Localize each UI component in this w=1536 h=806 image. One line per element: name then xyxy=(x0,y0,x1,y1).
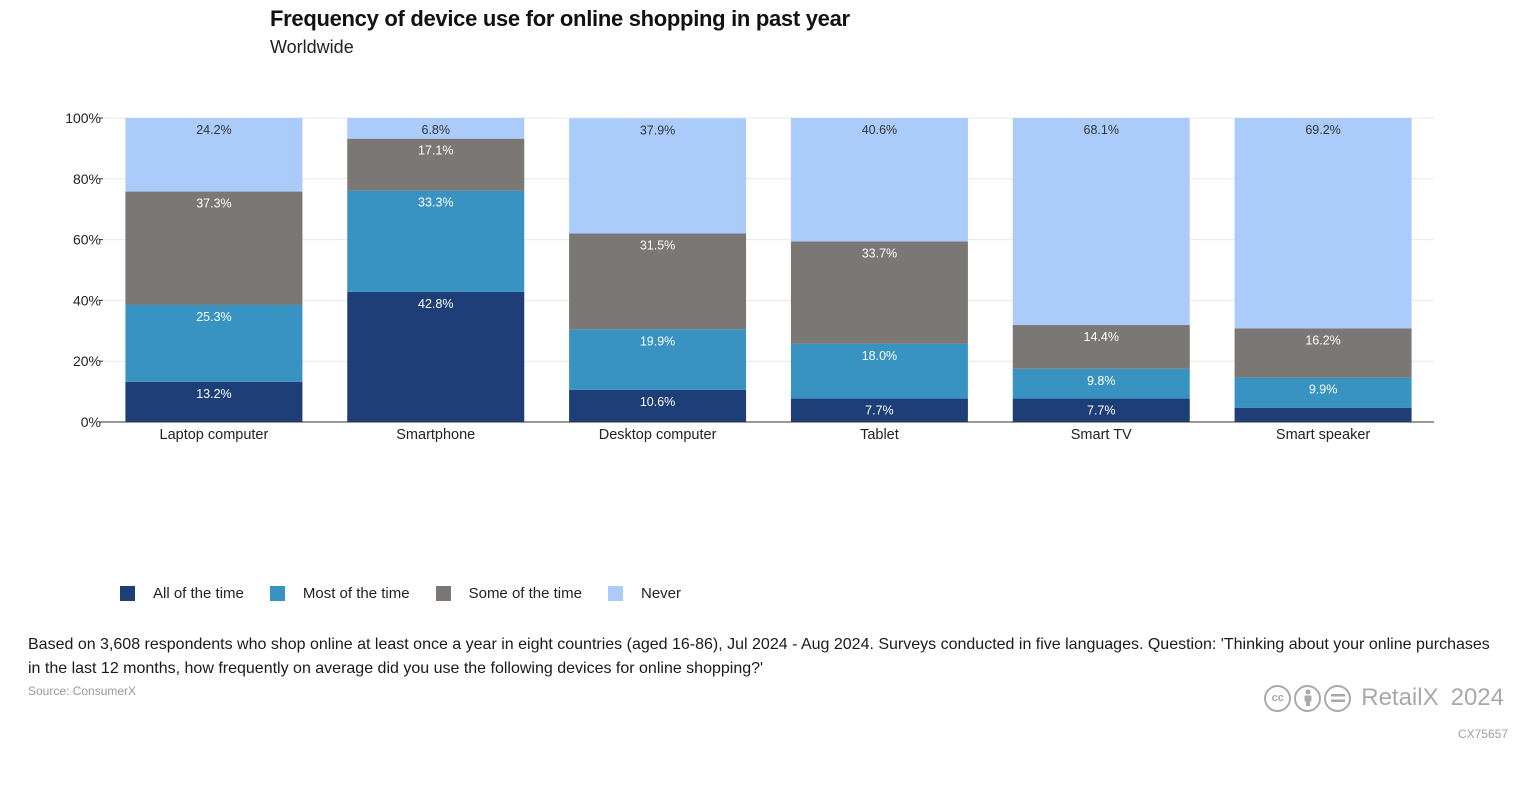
bar-segment xyxy=(569,329,747,390)
legend: All of the time Most of the time Some of… xyxy=(120,585,681,602)
data-label: 69.2% xyxy=(1305,123,1340,137)
stacked-bar-chart: 0% 20% 40% 60% 80% 100% 13.2% 25.3% 37.3% 24.2% La… xyxy=(65,110,1434,443)
legend-item-all: All of the time xyxy=(120,585,244,602)
bar-segment xyxy=(790,398,968,422)
chart-code: CX75657 xyxy=(1457,727,1508,741)
bar-segment xyxy=(1012,368,1190,399)
bar-segment xyxy=(1234,377,1412,408)
data-label: 7.7% xyxy=(865,404,894,418)
bar-segment xyxy=(790,241,968,344)
legend-swatch xyxy=(120,586,135,601)
x-tick-label: Smartphone xyxy=(396,427,475,443)
data-label: 31.5% xyxy=(640,239,675,253)
data-label: 19.9% xyxy=(640,334,675,348)
bar-segment xyxy=(125,191,303,305)
x-tick-label: Desktop computer xyxy=(599,427,717,443)
y-tick-label: 100% xyxy=(65,110,101,126)
bar-segment xyxy=(347,291,525,422)
x-tick-label: Smart TV xyxy=(1071,427,1132,443)
data-label: 37.3% xyxy=(196,197,231,211)
data-label: 24.2% xyxy=(196,123,231,137)
y-tick-label: 0% xyxy=(81,414,101,430)
bar-segment xyxy=(569,233,747,330)
bar-segment xyxy=(347,190,525,292)
bar-segment xyxy=(125,381,303,422)
legend-swatch xyxy=(269,586,285,601)
bar-segment xyxy=(347,118,525,139)
data-label: 33.3% xyxy=(418,196,453,210)
data-label: 42.8% xyxy=(418,297,453,311)
bar-segment xyxy=(1012,325,1190,369)
legend-label: Most of the time xyxy=(302,585,410,602)
data-label: 16.2% xyxy=(1305,333,1340,347)
legend-item-most: Most of the time xyxy=(269,585,410,602)
data-label: 14.4% xyxy=(1084,330,1119,344)
data-label: 9.8% xyxy=(1087,374,1116,388)
license-icons: cc xyxy=(1264,684,1352,712)
data-label: 13.2% xyxy=(196,387,231,401)
y-tick-label: 40% xyxy=(73,292,101,308)
legend-swatch xyxy=(607,586,623,601)
y-tick-label: 20% xyxy=(73,353,101,369)
bar-segment xyxy=(125,118,303,192)
data-label: 25.3% xyxy=(196,310,231,324)
brand-logo: cc RetailX 2024 xyxy=(1264,684,1504,712)
legend-label: Never xyxy=(640,585,681,602)
bar-segment xyxy=(569,389,747,422)
data-label: 6.8% xyxy=(422,123,451,137)
chart-subtitle: Worldwide xyxy=(270,37,354,57)
cc-icon: cc xyxy=(1264,684,1292,712)
data-label: 40.6% xyxy=(862,123,897,137)
brand-year: 2024 xyxy=(1450,684,1504,711)
y-tick-label: 80% xyxy=(73,171,101,187)
bar-segment xyxy=(790,343,968,399)
bar-segment xyxy=(569,118,747,234)
legend-item-some: Some of the time xyxy=(435,585,582,602)
data-label: 17.1% xyxy=(418,144,453,158)
bar-segment xyxy=(1234,118,1412,329)
x-tick-label: Laptop computer xyxy=(160,427,269,443)
legend-swatch xyxy=(435,586,451,601)
data-label: 9.9% xyxy=(1309,383,1338,397)
bar-segment xyxy=(1234,328,1412,378)
chart-title: Frequency of device use for online shopp… xyxy=(270,6,850,31)
bar-segment xyxy=(347,138,525,191)
footnote: Based on 3,608 respondents who shop onli… xyxy=(28,636,1490,677)
data-label: 68.1% xyxy=(1084,123,1119,137)
bar-segment xyxy=(125,304,303,382)
data-label: 18.0% xyxy=(862,349,897,363)
source-text: Source: ConsumerX xyxy=(28,684,137,698)
x-tick-label: Tablet xyxy=(860,427,899,443)
nd-icon xyxy=(1324,684,1352,712)
legend-label: Some of the time xyxy=(468,585,582,602)
bar-segment xyxy=(1012,398,1190,422)
data-label: 33.7% xyxy=(862,246,897,260)
data-label: 37.9% xyxy=(640,123,675,137)
bar-segment xyxy=(1234,407,1412,422)
legend-item-never: Never xyxy=(607,585,681,602)
bar-segment xyxy=(790,118,968,242)
bar-segment xyxy=(1012,118,1190,326)
brand-name: RetailX xyxy=(1361,684,1439,711)
data-label: 7.7% xyxy=(1087,404,1116,418)
x-tick-label: Smart speaker xyxy=(1276,427,1370,443)
y-tick-label: 60% xyxy=(73,232,101,248)
data-label: 10.6% xyxy=(640,395,675,409)
legend-label: All of the time xyxy=(153,585,244,602)
by-icon xyxy=(1294,684,1322,712)
